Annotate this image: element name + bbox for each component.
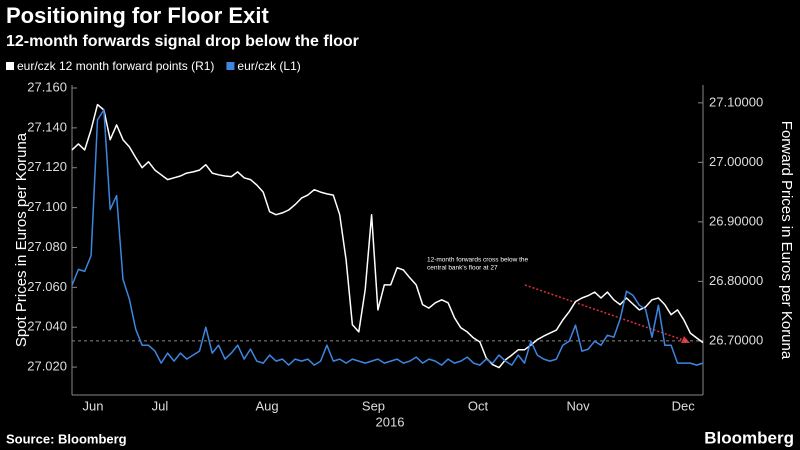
y2-tick-label: 26.90000 bbox=[709, 213, 763, 228]
source: Source: Bloomberg bbox=[6, 431, 127, 446]
x-tick-label: Nov bbox=[567, 398, 591, 413]
legend-label: eur/czk (L1) bbox=[237, 59, 300, 73]
y2-tick-label: 27.00000 bbox=[709, 154, 763, 169]
annotation: 12-month forwards cross below the bbox=[427, 257, 529, 264]
y-tick-label: 27.160 bbox=[27, 79, 67, 94]
x-tick-label: Dec bbox=[672, 398, 696, 413]
chart-title: Positioning for Floor Exit bbox=[6, 3, 269, 28]
y2-tick-label: 26.80000 bbox=[709, 273, 763, 288]
x-tick-label: Sep bbox=[362, 398, 385, 413]
y2-axis-label: Forward Prices in Euros per Koruna bbox=[778, 121, 795, 360]
y2-tick-label: 26.70000 bbox=[709, 332, 763, 347]
x-tick-label: Jul bbox=[152, 398, 169, 413]
legend-swatch bbox=[226, 62, 235, 70]
x-tick-label: Aug bbox=[255, 398, 278, 413]
y-tick-label: 27.020 bbox=[27, 359, 67, 374]
legend-label: eur/czk 12 month forward points (R1) bbox=[17, 59, 214, 73]
arrow-head bbox=[681, 336, 690, 343]
x-tick-label: Oct bbox=[468, 398, 489, 413]
y-tick-label: 27.080 bbox=[27, 239, 67, 254]
series-line bbox=[71, 109, 704, 366]
y-axis-label: Spot Prices in Euros per Koruna bbox=[13, 132, 30, 347]
annotation: central bank's floor at 27 bbox=[427, 265, 498, 272]
y2-tick-label: 27.10000 bbox=[709, 94, 763, 109]
brand: Bloomberg bbox=[704, 428, 794, 447]
x-axis-label: 2016 bbox=[376, 414, 405, 429]
y-tick-label: 27.040 bbox=[27, 319, 67, 334]
series-line bbox=[71, 103, 704, 369]
legend-swatch bbox=[6, 62, 14, 70]
chart-subtitle: 12-month forwards signal drop below the … bbox=[6, 33, 359, 50]
y-tick-label: 27.140 bbox=[27, 119, 67, 134]
y-tick-label: 27.100 bbox=[27, 199, 67, 214]
y-tick-label: 27.120 bbox=[27, 159, 67, 174]
x-tick-label: Jun bbox=[83, 398, 104, 413]
y-tick-label: 27.060 bbox=[27, 279, 67, 294]
annotation-arrow bbox=[524, 284, 687, 342]
